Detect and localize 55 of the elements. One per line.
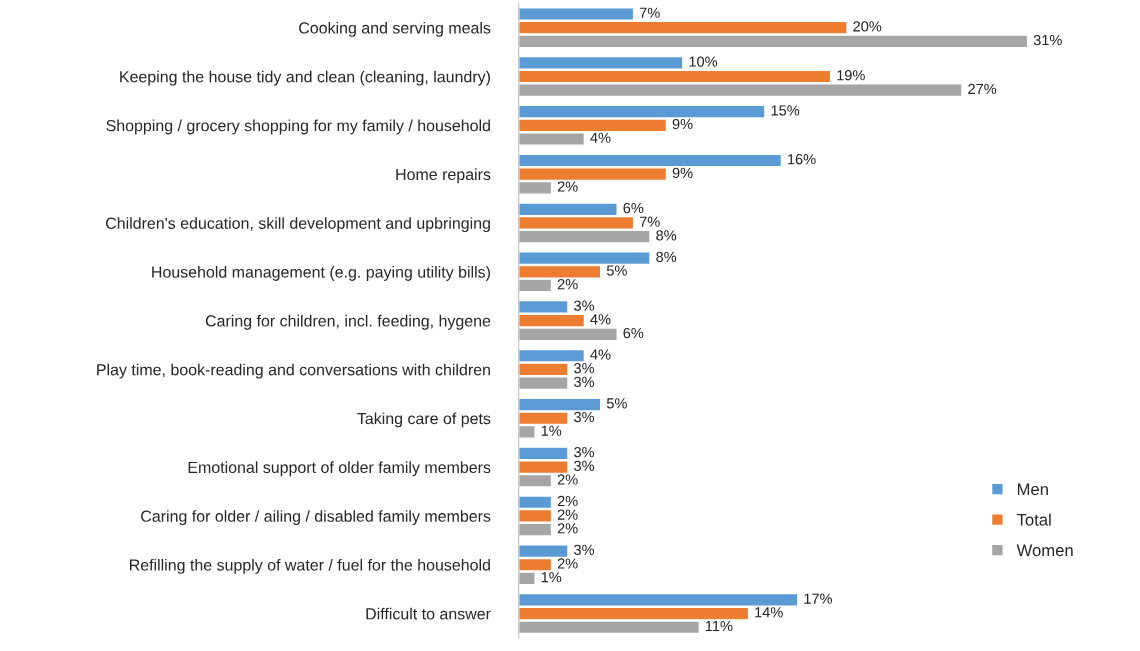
y-tick-label: Household management (e.g. paying utility bills) [152, 266, 490, 281]
y-tick-label: Cooking and serving meals [299, 21, 491, 37]
data-label: 20% [853, 21, 882, 32]
data-label: 6% [623, 202, 644, 214]
data-label: 8% [656, 230, 677, 241]
y-tick-label: Emotional support of older family members [188, 461, 491, 477]
data-label: 3% [574, 363, 595, 374]
data-label: 7% [639, 7, 660, 18]
data-label: 27% [968, 83, 997, 95]
data-label: 14% [755, 607, 783, 618]
data-label: 3% [574, 447, 595, 458]
y-tick-label: Refilling the supply of water / fuel for the household [130, 558, 490, 574]
data-label: 5% [606, 265, 627, 276]
data-label: 1% [541, 572, 562, 583]
data-label: 19% [837, 70, 865, 81]
data-label: 2% [557, 279, 578, 290]
y-tick-label: Home repairs [396, 168, 491, 184]
data-label: 4% [590, 349, 611, 360]
data-label: 3% [574, 376, 595, 388]
y-tick-label: Taking care of pets [357, 412, 491, 428]
data-label: 3% [574, 460, 595, 472]
data-label: 9% [672, 167, 693, 179]
data-label: 2% [557, 474, 578, 485]
data-label: 7% [639, 216, 660, 227]
data-label: 15% [771, 105, 800, 116]
data-label: 2% [557, 495, 578, 507]
data-label: 4% [590, 132, 611, 143]
data-label: 16% [788, 154, 816, 165]
data-label: 2% [557, 558, 578, 569]
data-label: 2% [557, 509, 578, 520]
data-label: 17% [804, 593, 833, 604]
data-label: 3% [574, 411, 595, 423]
data-label: 9% [672, 118, 693, 130]
data-label: 1% [541, 425, 562, 436]
y-tick-label: Caring for older / ailing / disabled family members [141, 510, 491, 526]
data-label: 2% [557, 523, 578, 534]
data-label: 5% [606, 398, 627, 409]
y-tick-label: Caring for children, incl. feeding, hygene [205, 314, 491, 330]
y-tick-label: Difficult to answer [366, 607, 491, 620]
data-label: 11% [705, 620, 733, 632]
data-label: 3% [574, 300, 595, 311]
legend-label: Men [1017, 483, 1048, 496]
y-tick-label: Shopping / grocery shopping for my family / household [106, 119, 490, 135]
legend-label: Women [1016, 544, 1073, 557]
legend-label: Total [1016, 513, 1051, 526]
data-label: 31% [1033, 34, 1062, 46]
data-label: 4% [590, 314, 611, 325]
data-label: 2% [557, 181, 578, 192]
y-tick-label: Play time, book-reading and conversations with children [97, 363, 490, 379]
data-label: 10% [689, 56, 718, 67]
y-tick-label: Children's education, skill development and upbringing [106, 217, 490, 233]
data-label: 8% [656, 251, 677, 263]
data-label: 3% [574, 544, 595, 555]
data-label: 6% [623, 327, 644, 339]
y-tick-label: Keeping the house tidy and clean (cleaning, laundry) [120, 70, 490, 86]
